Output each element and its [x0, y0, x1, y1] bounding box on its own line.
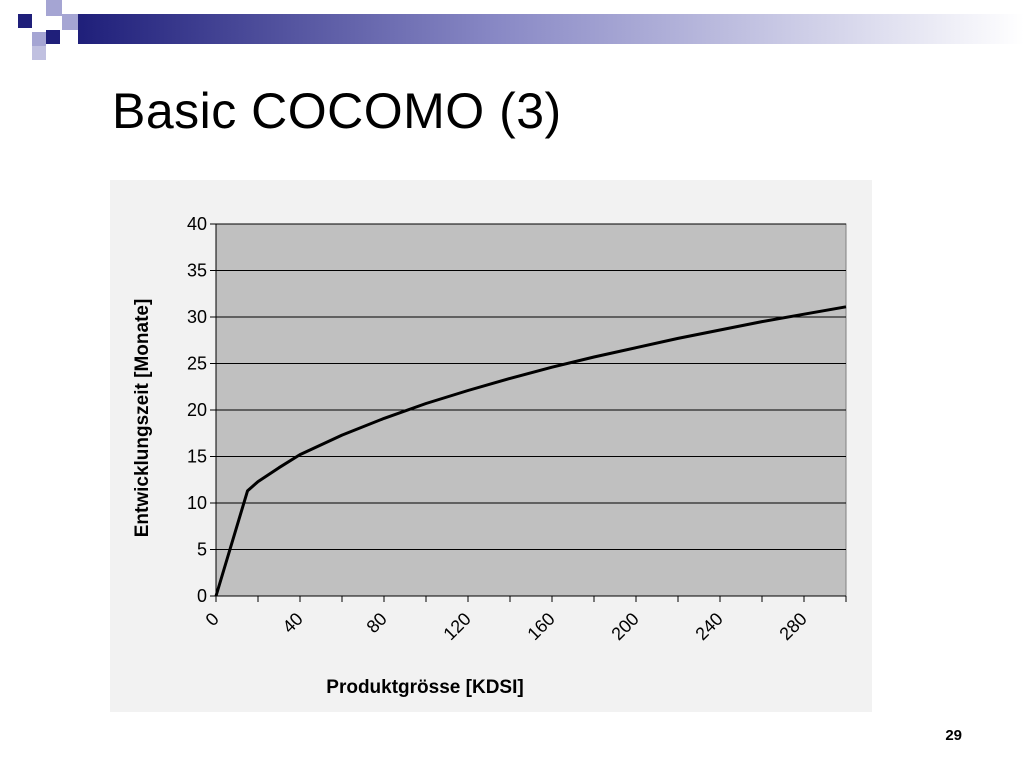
banner-square-dark	[18, 14, 32, 28]
banner-gradient-bar	[78, 14, 1024, 44]
y-tick-label: 25	[187, 354, 207, 374]
y-axis-label: Entwicklungszeit [Monate]	[132, 299, 153, 538]
banner-square-light	[32, 32, 46, 46]
gridlines	[216, 223, 846, 550]
slide-title: Basic COCOMO (3)	[112, 83, 562, 139]
banner-square-light	[32, 46, 46, 60]
banner-square-dark	[46, 30, 60, 44]
header-banner	[18, 0, 1024, 60]
series-line	[214, 305, 847, 597]
chart-container: 0 5 10 15 20 25 30 35 40 0 40 80 120 160 200 240 280 Pr…	[110, 180, 872, 712]
banner-square-light	[62, 14, 78, 30]
banner-square-light	[46, 0, 62, 16]
y-tick-label: 20	[187, 400, 207, 420]
page-number: 29	[945, 727, 962, 744]
y-axis: 0 5 10 15 20 25 30 35 40	[187, 214, 217, 606]
y-tick-label: 35	[187, 261, 207, 281]
y-tick-label: 5	[197, 540, 207, 560]
y-tick-label: 10	[187, 493, 207, 513]
y-tick-label: 0	[197, 586, 207, 606]
y-tick-label: 15	[187, 447, 207, 467]
x-axis-label: Produktgrösse [KDSI]	[326, 677, 523, 698]
y-tick-label: 40	[187, 214, 207, 234]
y-tick-label: 30	[187, 307, 207, 327]
